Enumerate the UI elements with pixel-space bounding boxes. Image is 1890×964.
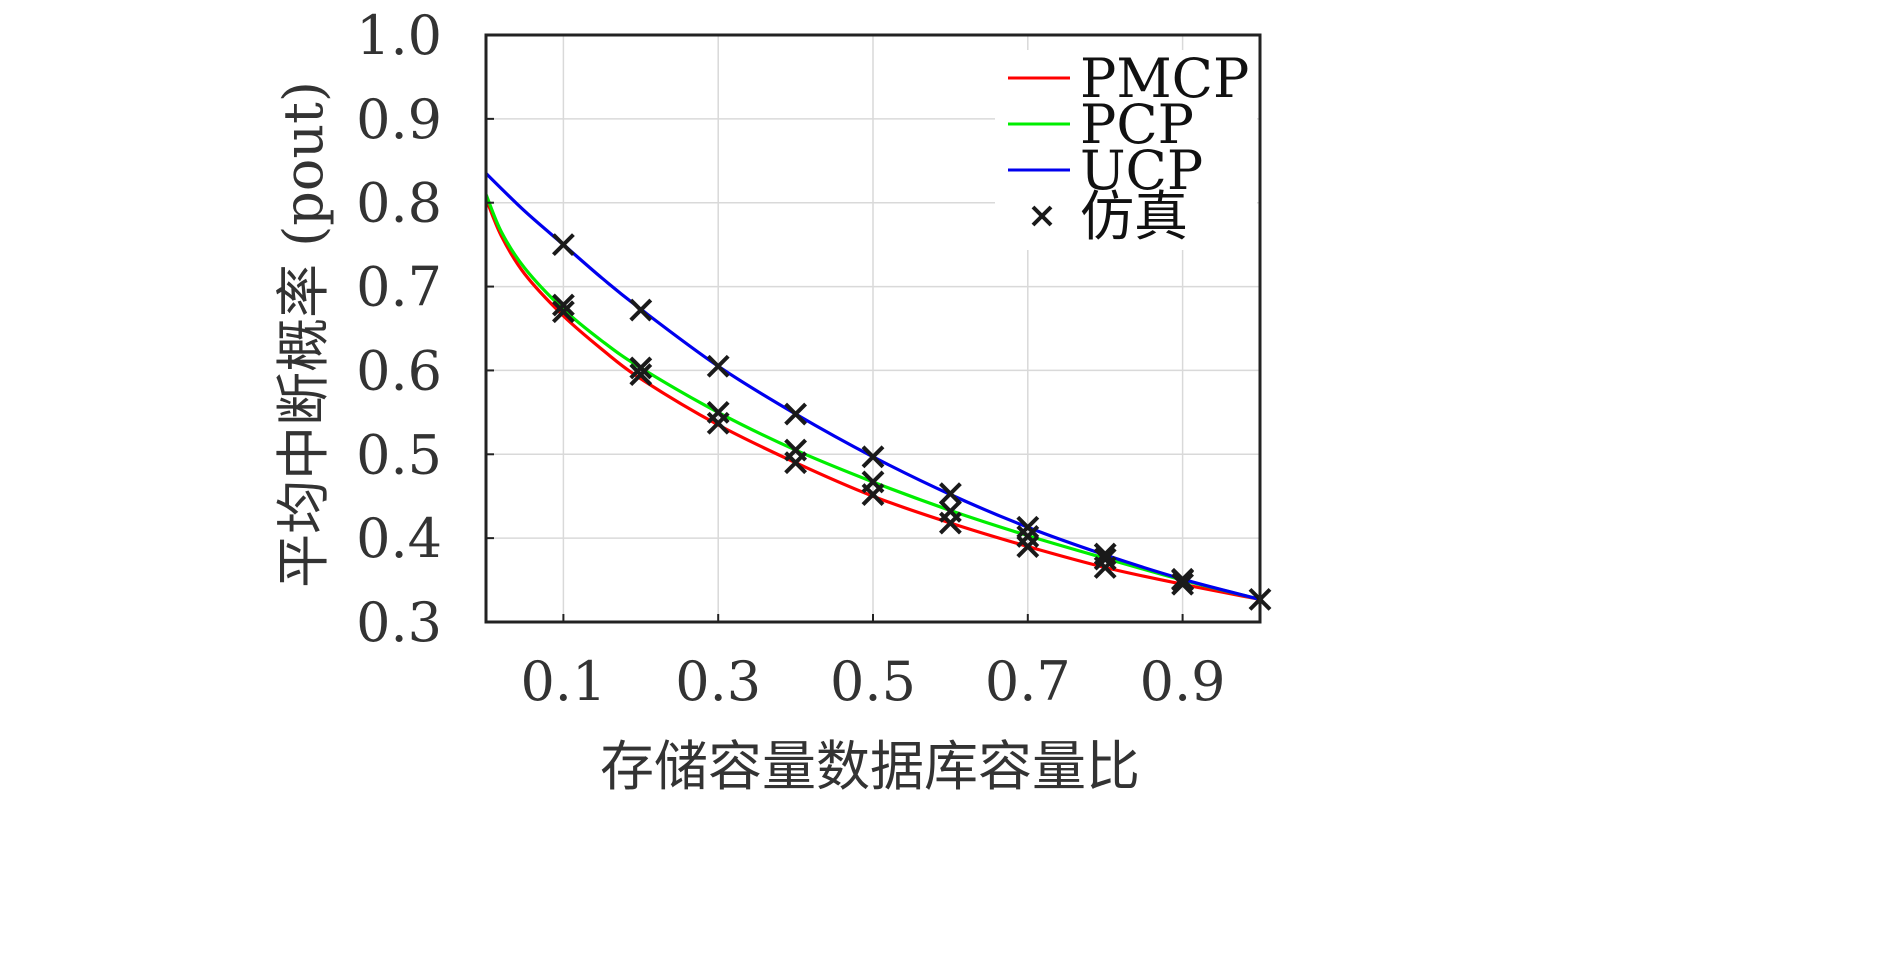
legend-label: PMCP: [1080, 47, 1249, 110]
y-tick-label: 0.6: [356, 339, 442, 402]
y-tick-label: 0.4: [356, 507, 442, 570]
y-tick-label: 1.0: [356, 4, 442, 67]
simulation-point: [938, 511, 962, 535]
y-tick-label: 0.8: [356, 172, 442, 235]
y-tick-label: 0.3: [356, 591, 442, 654]
simulation-point: [551, 300, 575, 324]
simulation-point: [629, 363, 653, 387]
y-axis-ticks: 0.3 0.4 0.5 0.6 0.7 0.8 0.9 1.0: [356, 4, 494, 654]
simulation-point: [1171, 572, 1195, 596]
series-line-pcp: [484, 193, 1261, 601]
simulation-point: [861, 445, 885, 469]
y-tick-label: 0.7: [356, 256, 442, 319]
simulation-point: [1171, 568, 1195, 592]
x-tick-label: 0.9: [1140, 650, 1226, 713]
x-axis-ticks: 0.1 0.3 0.5 0.7 0.9: [520, 614, 1226, 713]
legend-label: UCP: [1080, 139, 1203, 202]
y-axis-title: 平均中断概率 (pout): [272, 81, 335, 588]
y-tick-label: 0.5: [356, 423, 442, 486]
legend-label: PCP: [1080, 93, 1194, 156]
simulation-point: [784, 402, 808, 426]
legend-marker: [1031, 205, 1053, 227]
simulation-point: [551, 293, 575, 317]
x-tick-label: 0.7: [985, 650, 1071, 713]
x-tick-label: 0.1: [520, 650, 606, 713]
simulation-point: [551, 233, 575, 257]
y-tick-label: 0.9: [356, 88, 442, 151]
x-tick-label: 0.3: [675, 650, 761, 713]
simulation-point: [861, 483, 885, 506]
simulation-point: [706, 411, 730, 435]
simulation-point: [629, 356, 653, 380]
simulation-point: [706, 354, 730, 378]
simulation-point: [938, 482, 962, 506]
simulation-point: [784, 451, 808, 475]
simulation-point: [1016, 525, 1040, 548]
x-tick-label: 0.5: [830, 650, 916, 713]
simulation-point: [1093, 556, 1117, 579]
simulation-point: [1016, 515, 1040, 539]
x-axis-title: 存储容量数据库容量比: [600, 735, 1140, 798]
simulation-markers: [551, 233, 1272, 611]
simulation-point: [629, 298, 653, 322]
simulation-point: [1016, 535, 1040, 558]
simulation-point: [1093, 547, 1117, 571]
legend-label: 仿真: [1080, 185, 1188, 248]
